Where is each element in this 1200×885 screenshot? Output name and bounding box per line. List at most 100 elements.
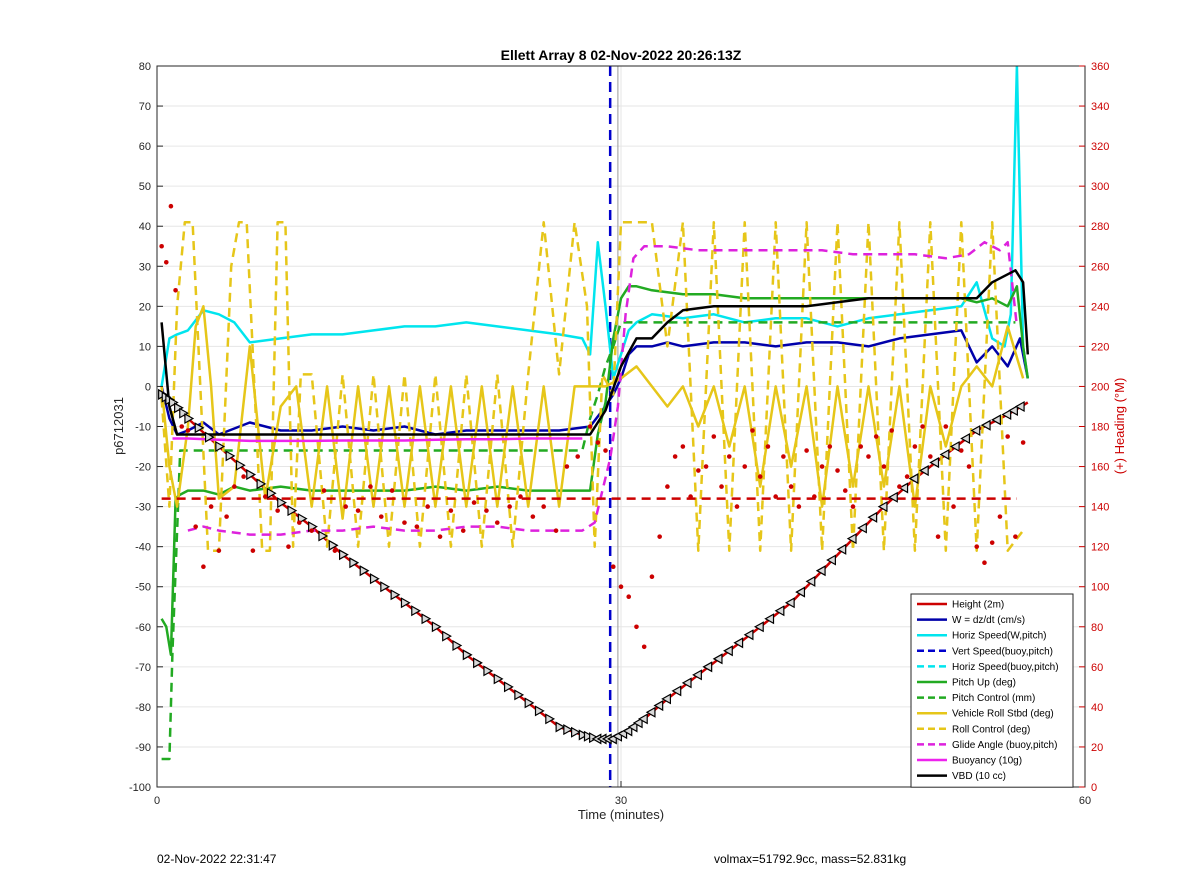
- height-marker: [179, 407, 190, 419]
- x-tick-label: 0: [154, 795, 160, 807]
- heading-dot: [448, 508, 454, 513]
- heading-dot: [997, 514, 1003, 519]
- series-layer: [160, 66, 1030, 761]
- heading-dot: [262, 494, 268, 499]
- heading-dot: [208, 504, 214, 509]
- heading-dot: [402, 520, 407, 525]
- heading-dot: [719, 484, 724, 489]
- heading-dot: [943, 424, 949, 429]
- heading-dot: [309, 528, 314, 533]
- heading-dot: [541, 504, 546, 509]
- heading-dot: [889, 428, 894, 433]
- height-marker: [277, 497, 287, 509]
- height-marker: [805, 575, 816, 587]
- legend-label: Glide Angle (buoy,pitch): [952, 740, 1057, 751]
- height-marker: [733, 637, 744, 649]
- height-marker: [645, 706, 656, 718]
- height-marker: [960, 432, 971, 445]
- y-right-tick-label: 260: [1091, 261, 1109, 273]
- heading-dot: [250, 548, 256, 553]
- y-tick-label: 70: [139, 101, 151, 113]
- legend-label: Buoyancy (10g): [952, 756, 1022, 767]
- y-tick-label: -70: [135, 662, 151, 674]
- y-tick-label: -100: [129, 782, 151, 794]
- heading-dot: [958, 448, 964, 453]
- heading-dot: [241, 474, 246, 479]
- heading-dot: [835, 468, 840, 473]
- y-right-tick-label: 0: [1091, 782, 1097, 794]
- left-axis: -100-90-80-70-60-50-40-30-20-10010203040…: [129, 61, 163, 794]
- height-marker: [545, 713, 556, 725]
- heading-dot: [881, 464, 887, 469]
- heading-dot: [425, 504, 430, 509]
- heading-dot: [974, 544, 980, 549]
- heading-dot: [858, 444, 864, 449]
- height-marker: [431, 621, 442, 633]
- series-line-roll-control-deg: [160, 220, 1025, 552]
- heading-dot: [1020, 440, 1026, 445]
- y-tick-label: -40: [135, 542, 151, 554]
- heading-dot: [286, 544, 291, 549]
- height-marker: [421, 613, 432, 625]
- legend-label: VBD (10 cc): [952, 771, 1006, 782]
- heading-dot: [484, 508, 489, 513]
- x-tick-label: 60: [1079, 795, 1091, 807]
- heading-dot: [518, 494, 523, 499]
- height-marker: [442, 630, 452, 642]
- height-marker: [583, 730, 594, 742]
- height-marker: [681, 677, 692, 689]
- legend-label: Pitch Up (deg): [952, 678, 1016, 689]
- height-marker: [1008, 404, 1018, 417]
- y-right-tick-label: 320: [1091, 141, 1109, 153]
- legend-label: Horiz Speed(buoy,pitch): [952, 662, 1059, 673]
- height-marker: [483, 665, 494, 677]
- y-right-tick-label: 240: [1091, 301, 1109, 313]
- legend-label: Roll Control (deg): [952, 724, 1030, 735]
- heading-dot: [355, 508, 361, 513]
- x-axis-label: Time (minutes): [578, 807, 664, 822]
- footer-timestamp: 02-Nov-2022 22:31:47: [157, 852, 277, 866]
- height-marker: [980, 419, 991, 431]
- height-marker: [836, 543, 847, 555]
- heading-dot: [378, 514, 384, 519]
- y-tick-label: 50: [139, 181, 151, 193]
- heading-dot: [634, 624, 639, 630]
- height-marker: [627, 721, 638, 733]
- y-tick-label: 0: [145, 381, 151, 393]
- height-marker: [632, 717, 643, 729]
- heading-dot: [657, 534, 662, 539]
- heading-dot: [414, 524, 420, 529]
- legend-box: [910, 593, 1074, 788]
- heading-dot: [765, 444, 771, 449]
- legend-label: Pitch Control (mm): [952, 693, 1035, 704]
- heading-dot: [812, 494, 817, 499]
- height-marker: [949, 441, 960, 453]
- height-marker: [256, 478, 267, 490]
- height-marker: [795, 586, 806, 598]
- bottom-axis: 0 30 60: [154, 781, 1091, 807]
- y-tick-label: -50: [135, 582, 151, 594]
- y-right-tick-label: 20: [1091, 742, 1103, 754]
- height-marker: [168, 396, 179, 408]
- heading-dot: [193, 524, 198, 529]
- y-right-tick-label: 40: [1091, 702, 1103, 714]
- height-marker: [637, 713, 648, 725]
- heading-dot: [173, 288, 178, 293]
- height-marker: [473, 657, 483, 669]
- height-marker: [359, 565, 370, 577]
- heading-dot: [951, 504, 956, 509]
- series-line-vbd-10-cc: [160, 269, 1030, 436]
- height-marker: [753, 621, 764, 633]
- height-marker: [784, 597, 795, 609]
- heading-dot: [201, 564, 206, 569]
- height-marker: [743, 629, 754, 641]
- heading-dot: [168, 203, 174, 209]
- height-marker: [349, 557, 360, 569]
- height-marker: [1001, 408, 1012, 421]
- heading-dot: [437, 534, 443, 539]
- heading-dot: [460, 528, 466, 533]
- height-marker: [970, 424, 981, 437]
- height-marker: [867, 511, 878, 523]
- series-line-vehicle-roll-stbd-deg: [160, 305, 1025, 520]
- height-marker: [235, 459, 246, 471]
